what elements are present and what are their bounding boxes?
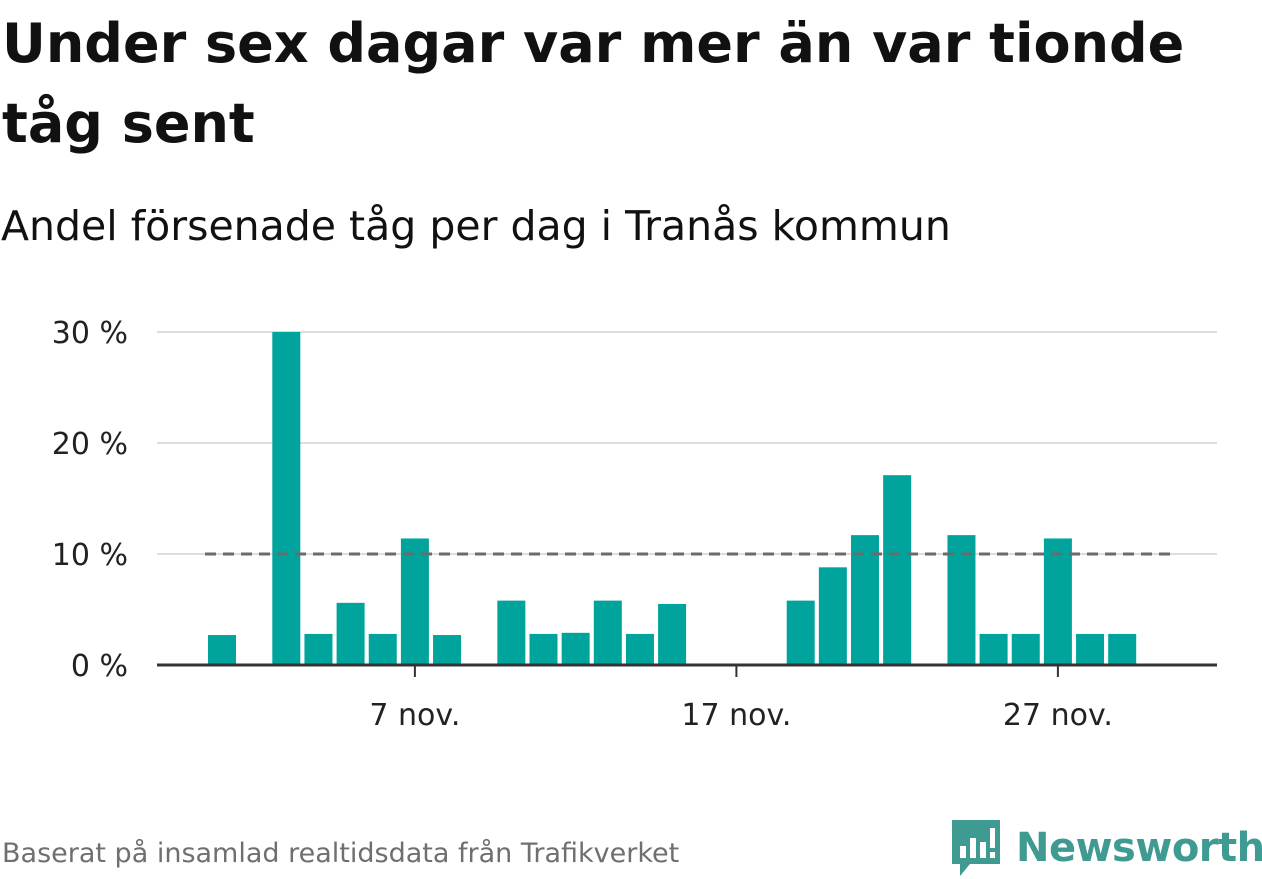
chart-subtitle: Andel försenade tåg per dag i Tranås kom… bbox=[1, 202, 951, 250]
bar bbox=[1108, 633, 1137, 665]
y-tick-label: 30 % bbox=[52, 316, 128, 351]
bar bbox=[979, 633, 1008, 665]
x-tick-label: 17 nov. bbox=[681, 698, 791, 733]
x-tick-label: 7 nov. bbox=[369, 698, 460, 733]
bar-chart: 7 nov. 17 nov. 27 nov. 0 % 10 % 20 % 30 % bbox=[52, 316, 1217, 733]
bar bbox=[786, 600, 815, 665]
x-tick-label: 27 nov. bbox=[1003, 698, 1113, 733]
chart-title: Under sex dagar var mer än var tionde tå… bbox=[2, 12, 1185, 155]
bar bbox=[947, 535, 976, 665]
bar bbox=[658, 603, 687, 665]
newsworthy-logo: Newsworthy bbox=[950, 818, 1262, 878]
bar bbox=[818, 567, 847, 665]
bar bbox=[497, 600, 526, 665]
bar bbox=[1076, 633, 1105, 665]
bars bbox=[208, 332, 1137, 665]
bar bbox=[851, 535, 879, 665]
bar bbox=[272, 332, 301, 665]
brand-name: Newsworthy bbox=[1016, 825, 1262, 871]
y-tick-label: 0 % bbox=[71, 649, 128, 684]
bar bbox=[400, 538, 429, 665]
bar bbox=[529, 633, 558, 665]
bar bbox=[593, 600, 622, 665]
bar bbox=[1043, 538, 1072, 665]
axes bbox=[157, 663, 1217, 677]
bar bbox=[561, 632, 590, 665]
bar bbox=[625, 633, 654, 665]
bar bbox=[304, 633, 333, 665]
bar bbox=[336, 602, 365, 665]
bar bbox=[883, 475, 912, 665]
bar bbox=[368, 633, 397, 665]
source-note: Baserat på insamlad realtidsdata från Tr… bbox=[2, 838, 680, 869]
newsworthy-logo-icon bbox=[952, 820, 1000, 876]
grid-lines bbox=[157, 331, 1217, 555]
bar bbox=[1011, 633, 1040, 665]
bar bbox=[433, 635, 462, 665]
tick-labels: 7 nov. 17 nov. 27 nov. 0 % 10 % 20 % 30 % bbox=[52, 316, 1113, 733]
y-tick-label: 10 % bbox=[52, 538, 128, 573]
y-tick-label: 20 % bbox=[52, 427, 128, 462]
bar bbox=[208, 635, 236, 665]
